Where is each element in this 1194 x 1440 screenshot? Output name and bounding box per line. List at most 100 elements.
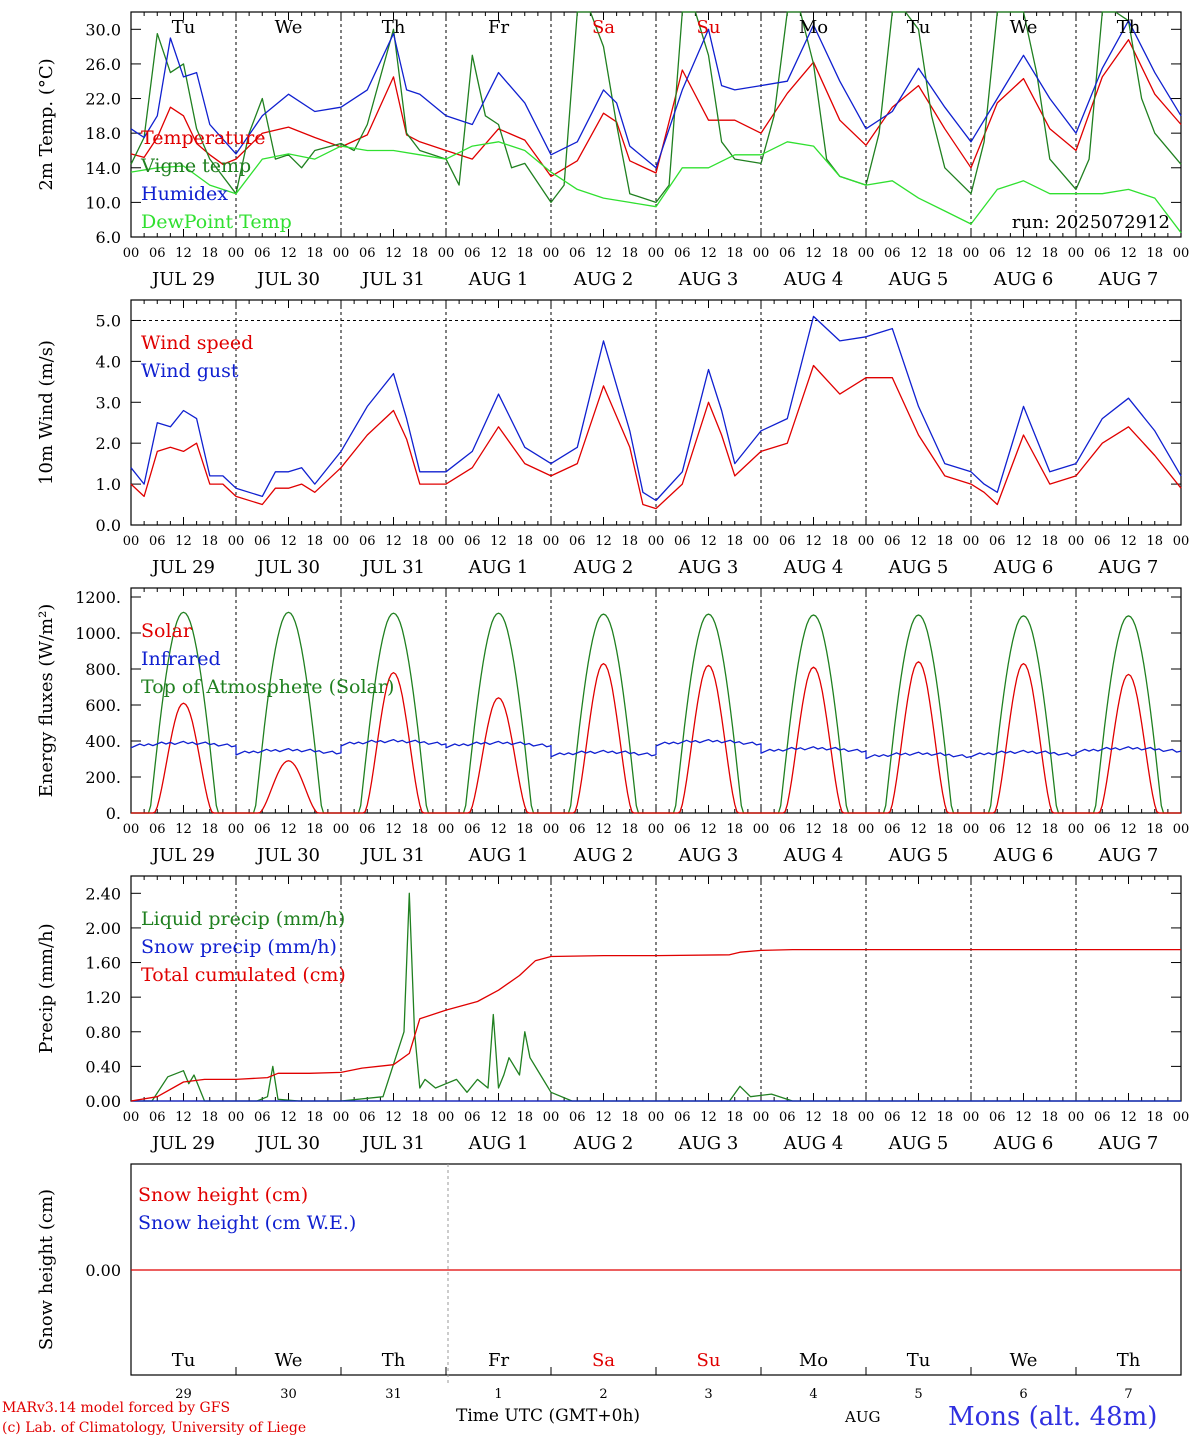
hour-tick-label: 12 xyxy=(700,822,717,837)
y-tick-label: 0. xyxy=(106,804,121,823)
series-line-solar xyxy=(131,661,1181,814)
date-label: AUG 1 xyxy=(468,557,529,578)
hour-tick-label: 18 xyxy=(831,1110,848,1125)
series-line-dewpoint-temp xyxy=(130,141,1182,234)
hour-tick-label: 06 xyxy=(149,534,166,549)
y-tick-label: 1.0 xyxy=(96,475,121,494)
hour-tick-label: 00 xyxy=(333,534,350,549)
hour-tick-label: 18 xyxy=(306,246,323,261)
hour-tick-label: 00 xyxy=(543,246,560,261)
date-label: AUG 1 xyxy=(468,269,529,290)
hour-tick-label: 12 xyxy=(700,534,717,549)
hour-tick-label: 12 xyxy=(700,1110,717,1125)
date-label: JUL 31 xyxy=(360,845,425,866)
date-label: AUG 5 xyxy=(888,845,949,866)
hour-tick-label: 06 xyxy=(149,822,166,837)
day-name-label: Tu xyxy=(172,17,196,38)
hour-tick-label: 18 xyxy=(621,534,638,549)
hour-tick-label: 06 xyxy=(674,534,691,549)
day-name-label: We xyxy=(1010,1350,1038,1371)
day-number-label: 29 xyxy=(175,1387,192,1402)
legend-entry: Snow height (cm) xyxy=(138,1184,308,1206)
series-line-humidex xyxy=(130,20,1182,169)
y-tick-label: 4.0 xyxy=(96,352,121,371)
hour-tick-label: 12 xyxy=(280,822,297,837)
hour-tick-label: 12 xyxy=(1120,1110,1137,1125)
y-tick-label: 30.0 xyxy=(85,20,121,39)
legend-entry: Temperature xyxy=(141,127,265,149)
series-line-wind-gust xyxy=(130,315,1182,502)
hour-tick-label: 18 xyxy=(306,534,323,549)
hour-tick-label: 18 xyxy=(1146,246,1163,261)
day-name-label: Mo xyxy=(799,1350,828,1371)
date-label: AUG 2 xyxy=(573,1133,634,1154)
model-credit-line1: MARv3.14 model forced by GFS xyxy=(2,1400,231,1416)
legend-entry: Humidex xyxy=(141,183,228,205)
hour-tick-label: 00 xyxy=(963,246,980,261)
hour-tick-label: 12 xyxy=(175,246,192,261)
day-name-label: Fr xyxy=(488,1350,509,1371)
hour-tick-label: 12 xyxy=(385,246,402,261)
date-label: AUG 7 xyxy=(1098,557,1159,578)
plot-frame-3 xyxy=(130,587,1182,814)
hour-tick-label: 00 xyxy=(753,534,770,549)
day-name-label: We xyxy=(275,1350,303,1371)
hour-tick-label: 06 xyxy=(464,822,481,837)
hour-tick-label: 18 xyxy=(726,822,743,837)
date-label: AUG 6 xyxy=(993,1133,1054,1154)
day-number-label: 30 xyxy=(280,1387,297,1402)
hour-tick-label: 06 xyxy=(989,246,1006,261)
date-label: AUG 3 xyxy=(678,557,739,578)
plot-frame-2 xyxy=(130,299,1182,526)
y-tick-label: 14.0 xyxy=(85,159,121,178)
hour-tick-label: 00 xyxy=(228,822,245,837)
y-tick-label: 800. xyxy=(85,660,121,679)
hour-tick-label: 00 xyxy=(123,534,140,549)
hour-tick-label: 12 xyxy=(280,246,297,261)
hour-tick-label: 18 xyxy=(726,1110,743,1125)
hour-tick-label: 00 xyxy=(1173,1110,1190,1125)
hour-tick-label: 12 xyxy=(805,1110,822,1125)
hour-tick-label: 06 xyxy=(359,822,376,837)
hour-tick-label: 00 xyxy=(1173,246,1190,261)
hour-tick-label: 12 xyxy=(1015,534,1032,549)
y-axis-title-2: 10m Wind (m/s) xyxy=(36,340,57,485)
hour-tick-label: 18 xyxy=(831,822,848,837)
hour-tick-label: 00 xyxy=(648,246,665,261)
legend-entry: Infrared xyxy=(141,648,221,670)
y-tick-label: 2.0 xyxy=(96,434,121,453)
hour-tick-label: 06 xyxy=(149,246,166,261)
legend-entry: Top of Atmosphere (Solar) xyxy=(141,676,394,698)
hour-tick-label: 18 xyxy=(1146,534,1163,549)
y-tick-label: 1000. xyxy=(75,624,121,643)
station-name: Mons (alt. 48m) xyxy=(948,1402,1158,1432)
date-label: AUG 4 xyxy=(783,1133,844,1154)
hour-tick-label: 12 xyxy=(1120,246,1137,261)
hour-tick-label: 00 xyxy=(438,246,455,261)
day-name-label: Mo xyxy=(799,17,828,38)
hour-tick-label: 00 xyxy=(333,822,350,837)
hour-tick-label: 12 xyxy=(910,534,927,549)
day-number-label: 1 xyxy=(494,1387,502,1402)
hour-tick-label: 00 xyxy=(753,1110,770,1125)
y-tick-label: 5.0 xyxy=(96,311,121,330)
series-line-vigne-temp xyxy=(130,11,1182,204)
date-label: AUG 1 xyxy=(468,1133,529,1154)
hour-tick-label: 12 xyxy=(595,246,612,261)
hour-tick-label: 00 xyxy=(858,246,875,261)
date-label: AUG 6 xyxy=(993,557,1054,578)
hour-tick-label: 06 xyxy=(989,534,1006,549)
hour-tick-label: 12 xyxy=(910,246,927,261)
hour-tick-label: 00 xyxy=(438,822,455,837)
legend-entry: DewPoint Temp xyxy=(141,211,292,233)
series-line-temperature xyxy=(130,39,1182,178)
x-axis-title: Time UTC (GMT+0h) xyxy=(456,1406,641,1426)
date-label: AUG 7 xyxy=(1098,845,1159,866)
date-label: AUG 3 xyxy=(678,269,739,290)
hour-tick-label: 00 xyxy=(753,246,770,261)
hour-tick-label: 18 xyxy=(1041,1110,1058,1125)
hour-tick-label: 18 xyxy=(201,1110,218,1125)
hour-tick-label: 06 xyxy=(779,246,796,261)
hour-tick-label: 06 xyxy=(569,822,586,837)
date-label: JUL 30 xyxy=(255,1133,320,1154)
